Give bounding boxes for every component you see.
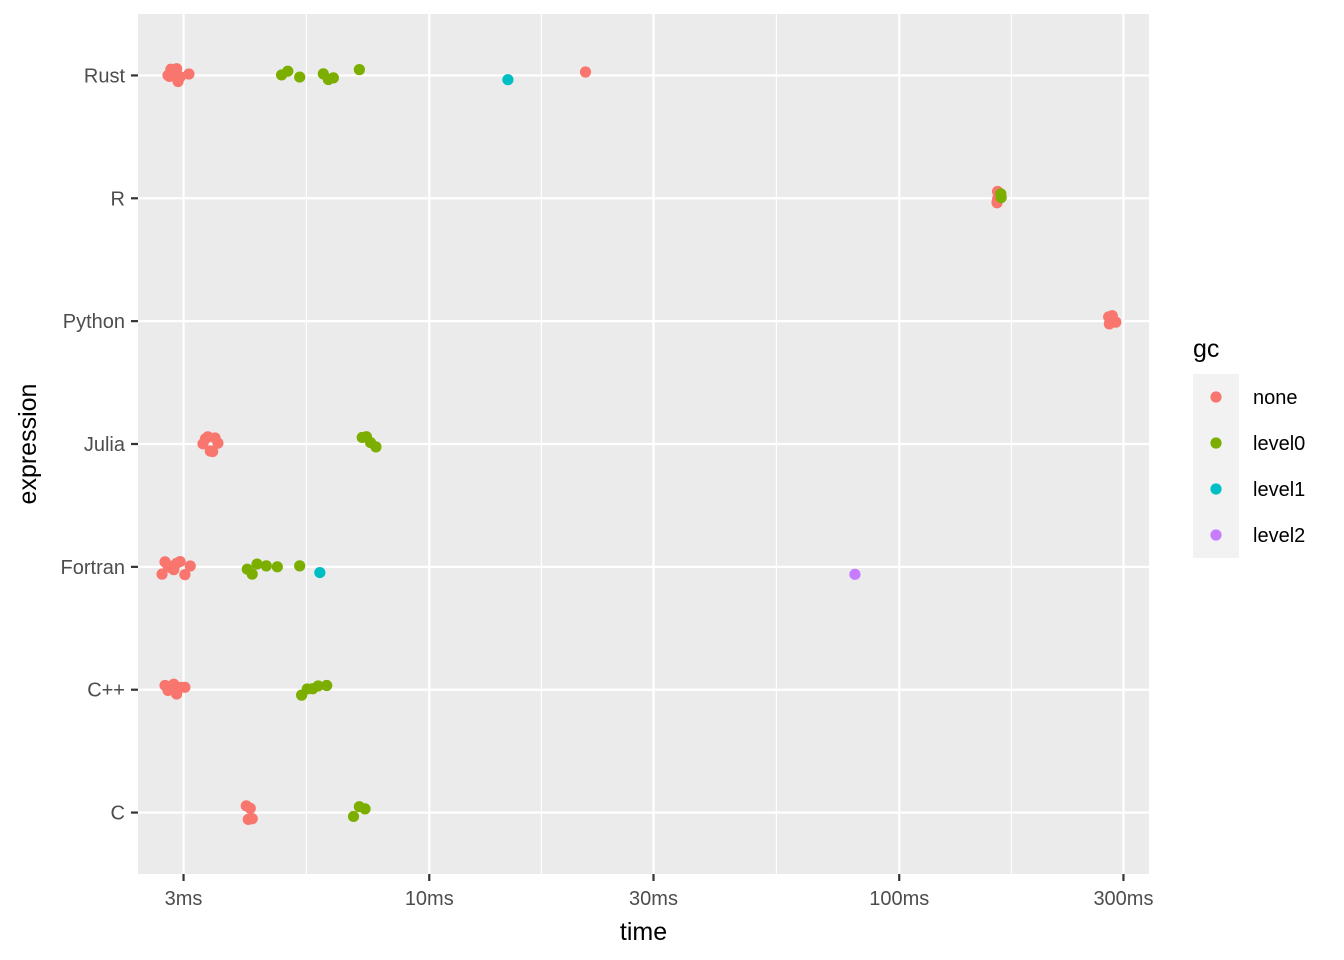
- data-point: [294, 560, 306, 572]
- data-point: [179, 681, 191, 693]
- y-tick-label: Julia: [84, 434, 126, 456]
- x-tick-label: 300ms: [1093, 888, 1153, 910]
- y-axis-title: expression: [14, 384, 42, 505]
- data-point: [849, 568, 861, 580]
- major-gridlines: [138, 14, 1149, 874]
- data-point: [502, 74, 514, 86]
- x-tick-label: 10ms: [405, 888, 454, 910]
- y-tick-label: Python: [63, 311, 125, 333]
- data-points: [156, 63, 1122, 825]
- data-point: [174, 555, 186, 568]
- y-axis: C C++ Fortran Julia Python R Rust: [61, 65, 138, 825]
- data-point: [370, 441, 382, 453]
- data-point: [244, 802, 256, 814]
- data-point: [246, 568, 258, 580]
- data-point: [294, 71, 306, 83]
- data-point: [207, 445, 219, 458]
- data-point: [321, 679, 333, 692]
- data-point: [184, 560, 196, 572]
- data-point: [183, 68, 195, 80]
- legend-key-level0: [1210, 437, 1222, 449]
- data-point: [314, 566, 326, 579]
- data-point: [353, 64, 365, 76]
- data-point: [1110, 316, 1122, 328]
- legend-key-level2: [1210, 529, 1222, 541]
- y-tick-label: Rust: [84, 65, 126, 87]
- x-tick-label: 3ms: [165, 888, 203, 910]
- legend-items: none level0 level1 level2: [1210, 387, 1305, 547]
- data-point: [327, 72, 339, 84]
- legend-label-level1: level1: [1253, 479, 1305, 501]
- y-tick-label: R: [111, 188, 125, 210]
- legend-key-level1: [1210, 483, 1222, 495]
- data-point: [174, 71, 186, 83]
- data-point: [579, 66, 592, 78]
- data-point: [156, 568, 168, 580]
- data-point: [246, 813, 258, 825]
- y-tick-label: C: [111, 803, 125, 825]
- data-point: [251, 558, 263, 570]
- legend-label-level2: level2: [1253, 525, 1305, 547]
- x-tick-label: 30ms: [629, 888, 678, 910]
- y-tick-label: Fortran: [61, 557, 125, 579]
- data-point: [347, 810, 360, 823]
- x-tick-label: 100ms: [869, 888, 929, 910]
- legend-title: gc: [1193, 335, 1219, 363]
- legend-label-level0: level0: [1253, 433, 1305, 455]
- y-tick-label: C++: [87, 680, 125, 702]
- legend: gc none level0 level1 level2: [1193, 335, 1305, 558]
- x-axis-title: time: [620, 918, 667, 946]
- x-axis: 3ms 10ms 30ms 100ms 300ms: [165, 874, 1153, 910]
- legend-label-none: none: [1253, 387, 1298, 409]
- data-point: [282, 65, 294, 77]
- data-point: [212, 437, 224, 449]
- data-point: [312, 680, 324, 692]
- legend-key-background: [1193, 374, 1239, 558]
- data-point: [995, 191, 1007, 204]
- data-point: [271, 561, 283, 573]
- data-point: [359, 803, 371, 815]
- legend-key-none: [1210, 391, 1222, 403]
- data-point: [179, 569, 191, 581]
- data-point: [260, 560, 272, 572]
